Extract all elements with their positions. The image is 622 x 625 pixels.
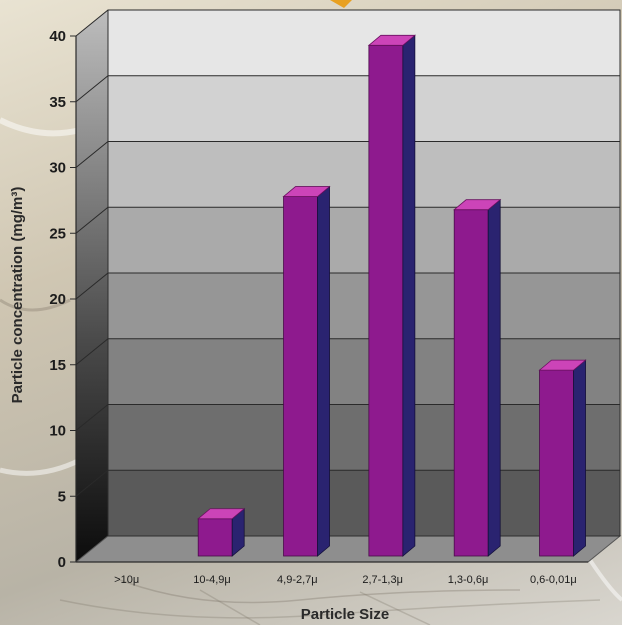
bar	[367, 34, 416, 557]
bars	[197, 34, 587, 557]
gridline	[75, 9, 620, 37]
bar-front	[539, 369, 574, 557]
bar-front	[283, 196, 318, 557]
floor	[74, 535, 622, 563]
bar-top	[453, 199, 502, 211]
bar	[197, 507, 246, 557]
gridline	[75, 272, 620, 300]
plot-walls	[74, 9, 622, 563]
back-wall-band	[108, 10, 620, 76]
x-tick-label: 0,6-0,01μ	[530, 574, 577, 586]
bar-side	[402, 34, 416, 557]
bar-front	[453, 209, 489, 557]
y-tick-label: 0	[58, 554, 66, 571]
gridline	[75, 75, 620, 103]
bar-front	[197, 518, 233, 557]
back-wall-band	[108, 273, 620, 339]
x-tick-label: 2,7-1,3μ	[362, 574, 403, 586]
x-axis-ticks: >10μ 10-4,9μ 4,9-2,7μ 2,7-1,3μ 1,3-0,6μ 0,6-0…	[114, 574, 577, 586]
y-tick-label: 25	[49, 225, 66, 242]
bar-top	[538, 359, 587, 371]
y-tick-label: 15	[49, 357, 66, 374]
bar-top	[367, 34, 416, 46]
gridline	[75, 404, 620, 431]
y-axis-ticks: 0 5 10 15 20 25 30 35 40	[49, 28, 76, 571]
gridline	[75, 338, 620, 366]
bar-top	[282, 186, 331, 197]
x-tick-label: 4,9-2,7μ	[277, 574, 318, 586]
y-tick-label: 35	[49, 94, 66, 111]
bar	[282, 185, 331, 557]
bar	[453, 198, 502, 557]
gridline	[75, 206, 620, 234]
back-wall-band	[108, 404, 620, 471]
back-wall-band	[108, 75, 620, 142]
y-tick-label: 20	[49, 291, 66, 308]
x-tick-label: 10-4,9μ	[193, 574, 231, 586]
y-tick-label: 5	[58, 488, 66, 505]
bar-side	[573, 359, 586, 557]
bar	[538, 359, 587, 557]
x-axis-title: Particle Size	[301, 606, 389, 623]
x-tick-label: 1,3-0,6μ	[448, 574, 489, 586]
gridline	[75, 141, 620, 168]
back-wall-band	[108, 141, 620, 208]
gridline	[75, 469, 620, 497]
gridlines	[75, 9, 620, 497]
bar-top	[197, 508, 246, 520]
y-axis-title: Particle concentration (mg/m³)	[9, 187, 26, 404]
x-tick-label: >10μ	[114, 574, 139, 586]
back-wall-band	[108, 207, 620, 273]
bar-side	[487, 198, 501, 557]
bar-front	[368, 44, 404, 557]
back-wall-band	[108, 470, 620, 536]
y-tick-label: 40	[49, 28, 66, 45]
bar-side	[317, 185, 330, 557]
y-tick-label: 10	[49, 423, 66, 440]
y-tick-label: 30	[49, 160, 66, 177]
back-wall-band	[108, 338, 620, 405]
